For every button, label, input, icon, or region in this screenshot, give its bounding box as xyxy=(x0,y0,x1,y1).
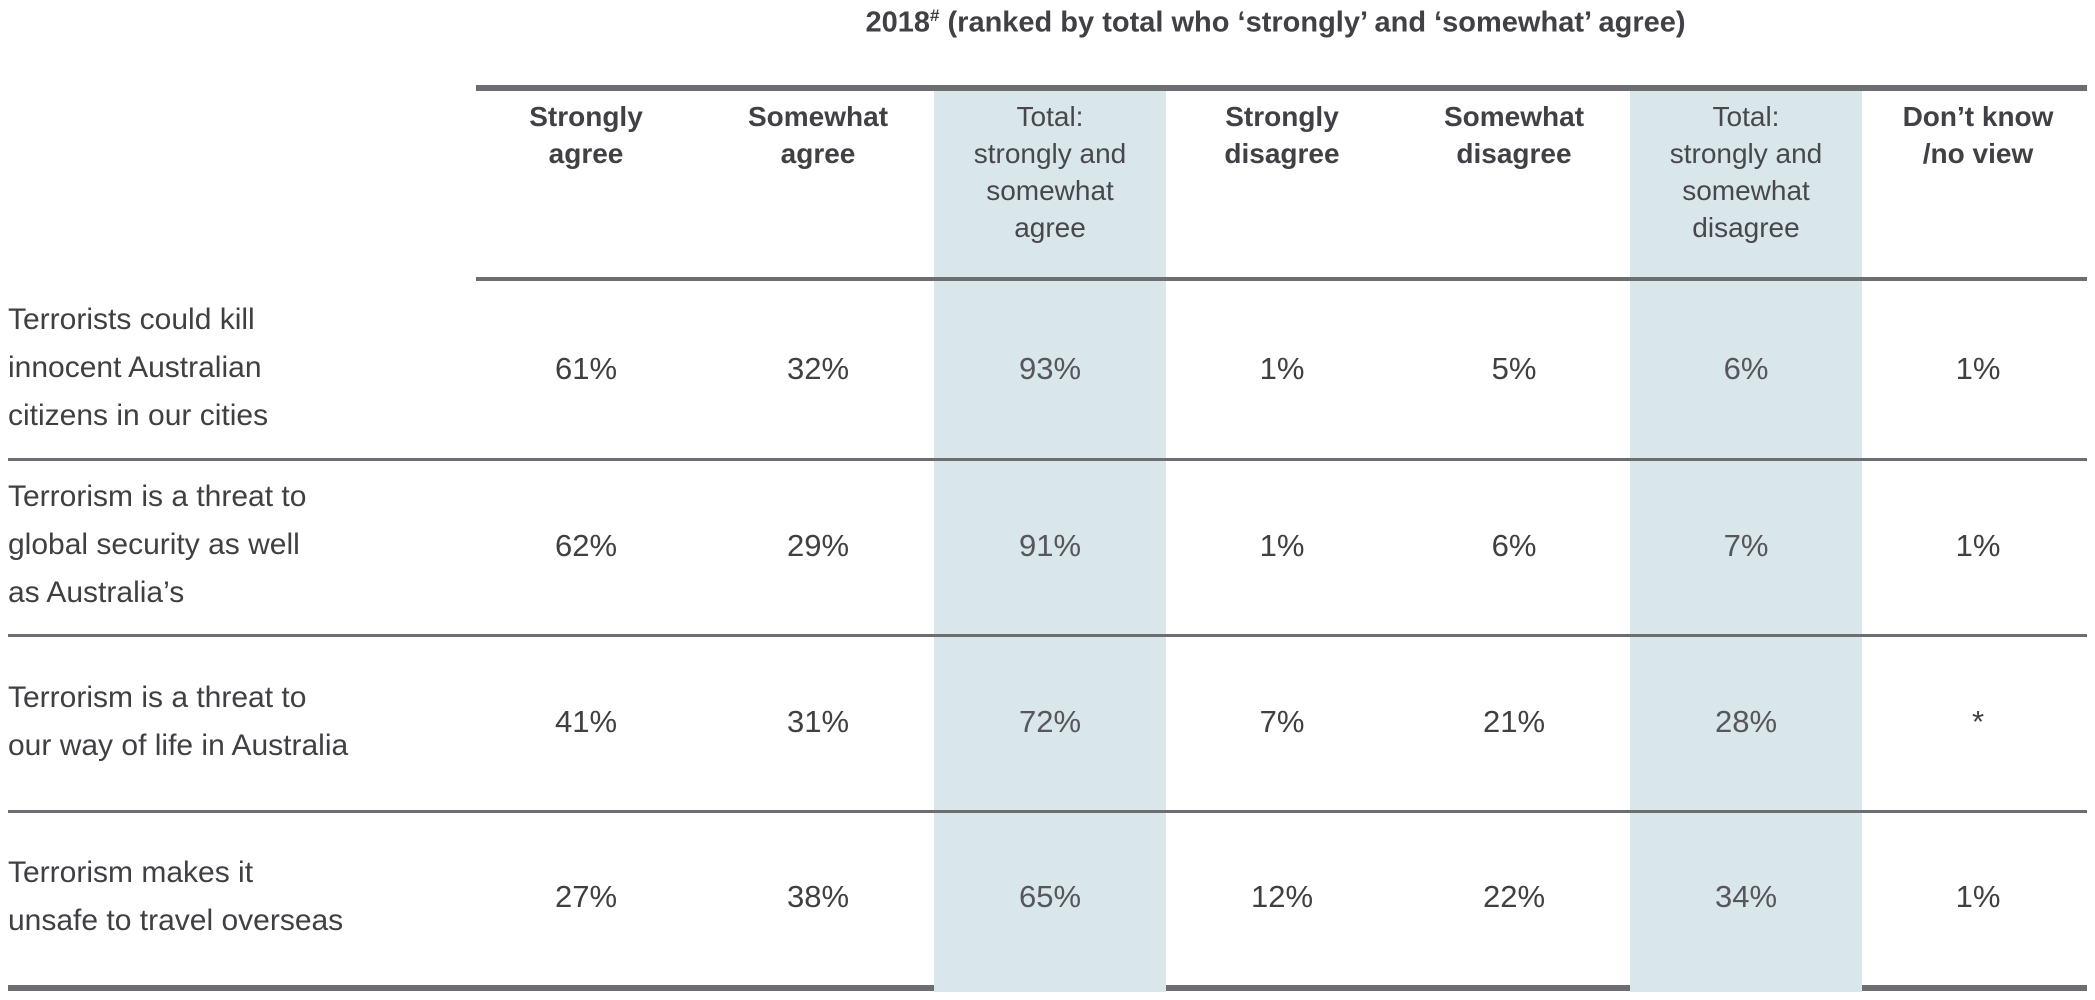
row-separator xyxy=(8,810,2087,813)
value-cell: 62% xyxy=(554,528,618,563)
value-cell: 21% xyxy=(1482,704,1546,739)
value-cell: 12% xyxy=(1250,879,1314,914)
column-header-strongly-agree: Strongly agree xyxy=(529,101,643,169)
value-cell-total: 65% xyxy=(1018,879,1082,914)
column-header-dont-know: Don’t know /no view xyxy=(1902,101,2054,169)
row-label: Terrorism is a threat to our way of life… xyxy=(8,681,349,762)
value-cell-total: 91% xyxy=(1018,528,1082,563)
header-bottom-rule xyxy=(476,277,2087,281)
value-cell: 1% xyxy=(1955,351,2001,386)
value-cell-total: 6% xyxy=(1723,351,1769,386)
row-label: Terrorists could kill innocent Australia… xyxy=(8,303,269,432)
column-header-somewhat-disagree: Somewhat disagree xyxy=(1443,101,1585,169)
value-cell: 6% xyxy=(1491,528,1537,563)
value-cell: 38% xyxy=(786,879,850,914)
row-label: Terrorism is a threat to global security… xyxy=(8,480,307,609)
row-separator xyxy=(8,458,2087,461)
value-cell: 22% xyxy=(1482,879,1546,914)
value-cell-total: 34% xyxy=(1714,879,1778,914)
value-cell-total: 28% xyxy=(1714,704,1778,739)
value-cell: 31% xyxy=(786,704,850,739)
value-cell-total: 7% xyxy=(1723,528,1769,563)
title-year: 2018 xyxy=(865,6,930,39)
title-rest: (ranked by total who ‘strongly’ and ‘som… xyxy=(939,6,1686,39)
title-footnote-marker: # xyxy=(929,6,940,25)
value-cell-total: 93% xyxy=(1018,351,1082,386)
header-top-rule xyxy=(476,85,2087,91)
value-cell-total: 72% xyxy=(1018,704,1082,739)
row-label: Terrorism makes it unsafe to travel over… xyxy=(8,856,344,937)
value-cell: * xyxy=(1971,704,1985,739)
value-cell: 1% xyxy=(1259,528,1305,563)
value-cell: 32% xyxy=(786,351,850,386)
highlight-column-total-disagree xyxy=(1630,85,1862,992)
value-cell: 1% xyxy=(1259,351,1305,386)
value-cell: 29% xyxy=(786,528,850,563)
page-title: 2018# (ranked by total who ‘strongly’ an… xyxy=(470,6,2081,40)
column-header-total-agree: Total: strongly and somewhat agree xyxy=(973,101,1127,243)
value-cell: 1% xyxy=(1955,879,2001,914)
column-header-total-disagree: Total: strongly and somewhat disagree xyxy=(1669,101,1823,243)
value-cell: 7% xyxy=(1259,704,1305,739)
value-cell: 61% xyxy=(554,351,618,386)
value-cell: 27% xyxy=(554,879,618,914)
value-cell: 1% xyxy=(1955,528,2001,563)
column-header-somewhat-agree: Somewhat agree xyxy=(747,101,889,169)
row-separator xyxy=(8,634,2087,637)
highlight-column-total-agree xyxy=(934,85,1166,992)
value-cell: 41% xyxy=(554,704,618,739)
column-header-strongly-disagree: Strongly disagree xyxy=(1224,101,1340,169)
value-cell: 5% xyxy=(1491,351,1537,386)
